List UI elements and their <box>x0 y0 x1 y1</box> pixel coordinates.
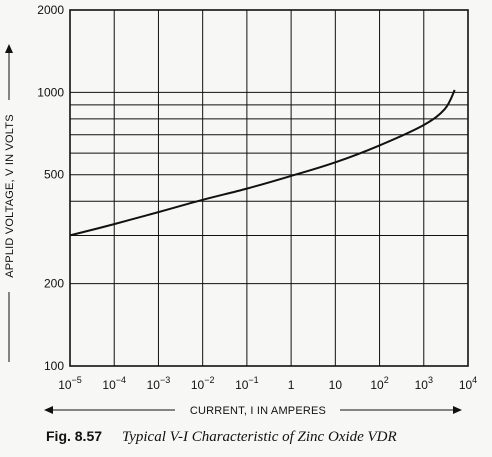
vertical-gridlines <box>69 10 469 366</box>
plot-frame <box>69 9 469 367</box>
x-tick-label: 10−1 <box>235 375 259 392</box>
x-axis-arrow-right-head <box>453 406 462 414</box>
y-tick-labels: 100 200 500 1000 2000 <box>37 3 64 373</box>
y-axis-arrow-top-head <box>5 44 13 53</box>
y-tick-label: 200 <box>44 277 64 291</box>
y-tick-label: 100 <box>44 359 64 373</box>
x-tick-label: 10−3 <box>147 375 171 392</box>
series-line <box>69 89 456 237</box>
horizontal-gridlines <box>70 9 468 367</box>
y-axis-title: APPLID VOLTAGE, V IN VOLTS <box>4 114 16 278</box>
figure-number: Fig. 8.57 <box>46 428 102 444</box>
y-tick-label: 2000 <box>37 3 64 17</box>
x-tick-label: 102 <box>370 375 388 392</box>
x-axis-title: CURRENT, I IN AMPERES <box>190 405 326 417</box>
y-tick-label: 500 <box>44 168 64 182</box>
x-tick-label: 10−5 <box>58 375 82 392</box>
x-tick-label: 104 <box>459 375 477 392</box>
x-tick-label: 1 <box>288 378 295 392</box>
x-tick-label: 10−2 <box>191 375 215 392</box>
figure-caption: Typical V-I Characteristic of Zinc Oxide… <box>122 429 397 445</box>
x-tick-label: 10 <box>329 378 343 392</box>
x-tick-labels: 10−5 10−4 10−3 10−2 10−1 1 10 102 103 104 <box>58 375 477 392</box>
x-axis-arrow-left-head <box>44 406 53 414</box>
x-tick-label: 10−4 <box>102 375 126 392</box>
y-tick-label: 1000 <box>37 85 64 99</box>
x-tick-label: 103 <box>415 375 433 392</box>
